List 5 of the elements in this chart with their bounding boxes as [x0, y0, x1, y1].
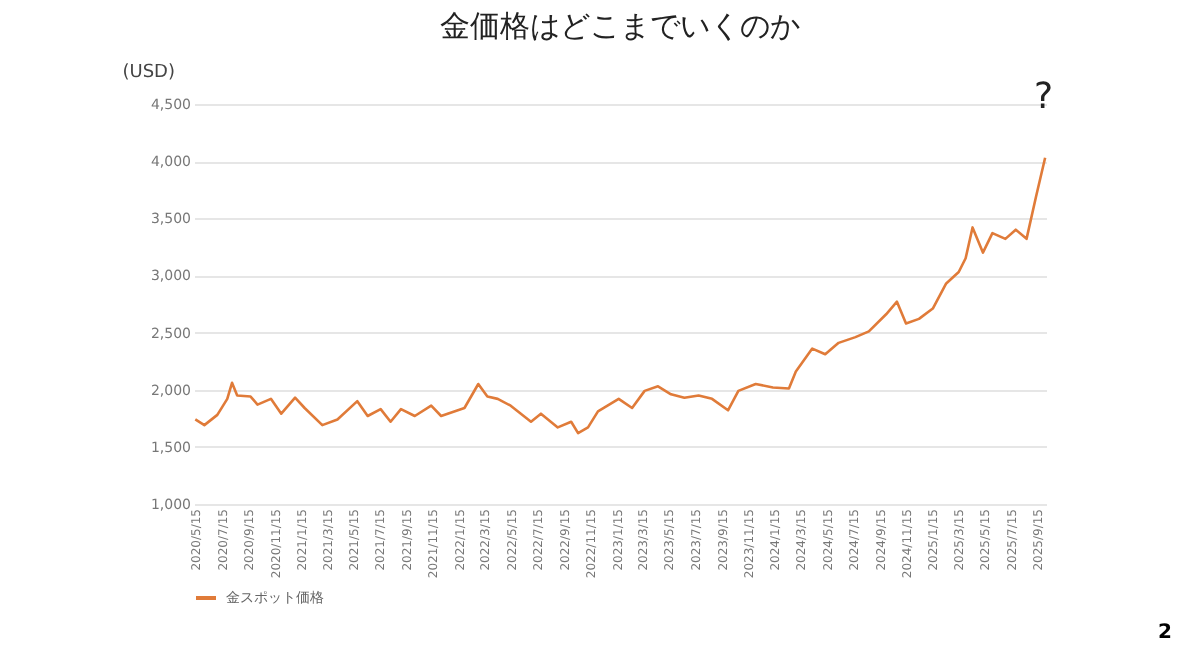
- chart-title: 金価格はどこまでいくのか: [440, 8, 800, 44]
- text: 2: [1158, 622, 1172, 644]
- annotation: ?: [1034, 76, 1054, 118]
- line-series: [194, 156, 1047, 435]
- y-axis-title: (USD): [122, 63, 175, 83]
